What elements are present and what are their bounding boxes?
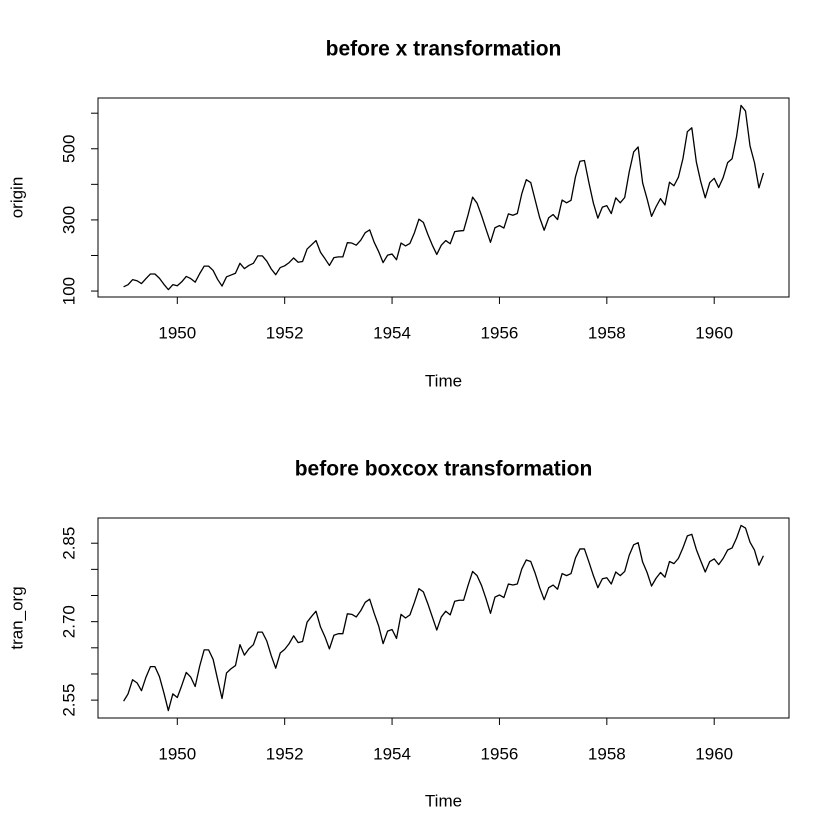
- y-tick-label: 2.55: [59, 684, 78, 717]
- y-tick-label: 2.85: [59, 527, 78, 560]
- chart-title: before x transformation: [326, 38, 562, 61]
- chart-title: before boxcox transformation: [295, 458, 593, 481]
- x-tick-label: 1952: [266, 744, 304, 763]
- y-axis-label: origin: [7, 177, 26, 219]
- x-tick-label: 1960: [695, 323, 733, 342]
- x-tick-label: 1958: [588, 323, 626, 342]
- x-axis-label: Time: [425, 371, 462, 390]
- x-tick-label: 1956: [481, 744, 519, 763]
- series-line: [123, 524, 765, 712]
- x-tick-label: 1958: [588, 744, 626, 763]
- x-tick-label: 1950: [158, 323, 196, 342]
- y-tick-label: 500: [59, 135, 78, 163]
- plot-box: [97, 97, 790, 298]
- y-axis-label: tran_org: [7, 586, 26, 649]
- x-tick-label: 1952: [266, 323, 304, 342]
- x-tick-label: 1960: [695, 744, 733, 763]
- x-axis-label: Time: [425, 791, 462, 810]
- series-line: [123, 104, 765, 291]
- y-tick-label: 100: [59, 277, 78, 305]
- plot-box: [97, 517, 790, 719]
- y-tick-label: 300: [59, 206, 78, 234]
- x-tick-label: 1950: [158, 744, 196, 763]
- x-tick-label: 1954: [373, 323, 411, 342]
- x-tick-label: 1954: [373, 744, 411, 763]
- y-tick-label: 2.70: [59, 605, 78, 638]
- x-tick-label: 1956: [481, 323, 519, 342]
